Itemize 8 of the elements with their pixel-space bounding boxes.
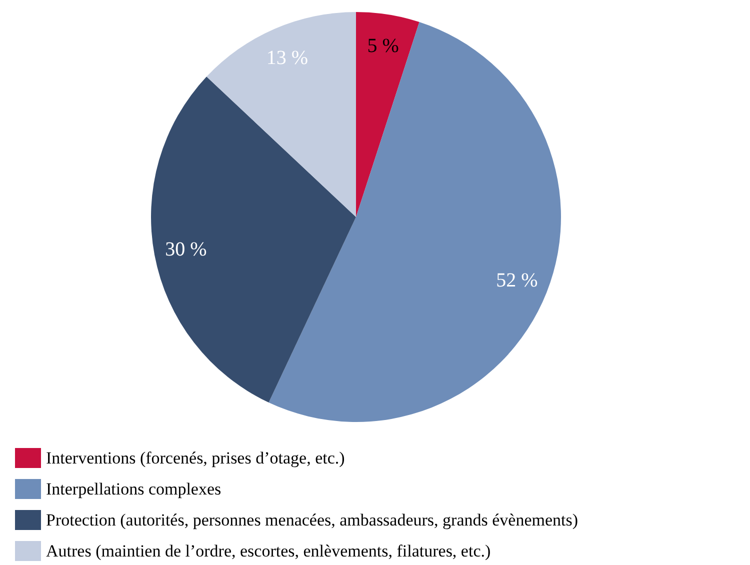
data-label: 5 %	[367, 34, 399, 57]
data-label: 52 %	[496, 270, 538, 292]
legend-label: Interpellations complexes	[46, 480, 222, 498]
legend-label: Autres (maintien de l’ordre, escortes, enlèvements, filatures, etc.)	[46, 542, 491, 560]
legend-label: Interventions (forcenés, prises d’otage, etc.)	[46, 448, 345, 468]
data-label: 13 %	[266, 47, 308, 70]
legend-label: Protection (autorités, personnes menacées, ambassadeurs, grands évènements)	[46, 510, 578, 530]
data-label: 30 %	[165, 238, 207, 260]
